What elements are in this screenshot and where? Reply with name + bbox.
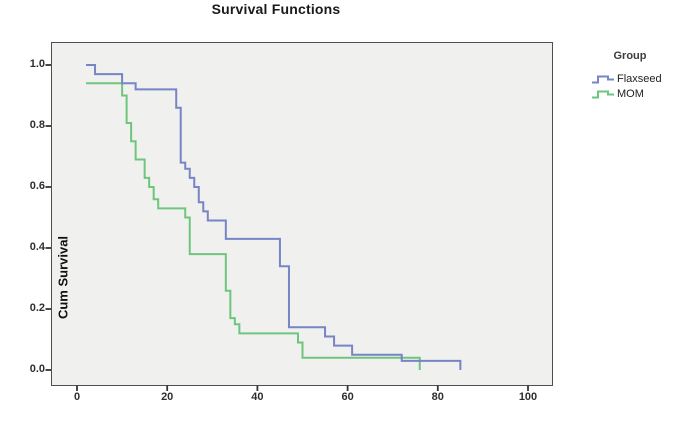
x-tick-label: 0 xyxy=(73,391,81,403)
y-tick-label: 1.0 xyxy=(29,58,45,70)
survival-curve-flaxseed xyxy=(86,64,462,370)
legend-item-mom: MOM xyxy=(592,86,682,101)
x-tick-label: 80 xyxy=(431,391,444,403)
y-tick-label: 0.8 xyxy=(29,119,45,131)
x-tick-label: 100 xyxy=(518,391,538,403)
x-tick-label: 20 xyxy=(161,391,174,403)
chart-title: Survival Functions xyxy=(211,1,341,17)
y-tick-label: 0.4 xyxy=(29,241,45,253)
legend-item-label: Flaxseed xyxy=(617,72,662,85)
y-tick-label: 0.0 xyxy=(29,363,45,375)
legend-title: Group xyxy=(613,50,647,62)
y-tick-label: 0.6 xyxy=(29,180,45,192)
legend-item-flaxseed: Flaxseed xyxy=(592,71,682,86)
plot-area: Cum Survival TimeTotal1 xyxy=(51,42,553,386)
step-line-icon xyxy=(592,75,614,83)
legend: Group Flaxseed MOM xyxy=(592,50,682,101)
x-tick-label: 40 xyxy=(251,391,264,403)
y-tick-label: 0.2 xyxy=(29,302,45,314)
legend-item-label: MOM xyxy=(617,87,644,100)
step-line-icon xyxy=(592,90,614,98)
x-tick-label: 60 xyxy=(341,391,354,403)
survival-curve-mom xyxy=(86,82,421,370)
